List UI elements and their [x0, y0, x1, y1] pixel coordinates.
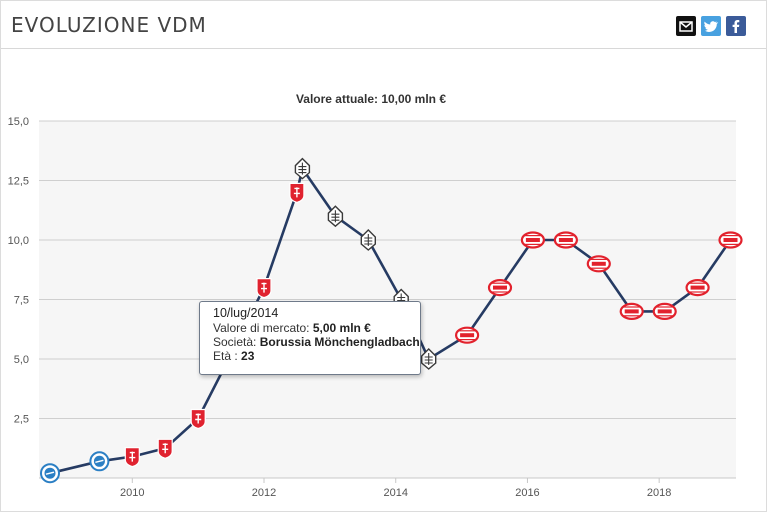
tooltip-club-label: Società: [213, 335, 260, 349]
data-point-marker[interactable] [256, 278, 272, 299]
y-axis-ticks: 15,0 12,5 10,0 7,5 5,0 2,5 [8, 116, 29, 426]
data-point-marker[interactable] [89, 451, 110, 472]
data-point-marker[interactable] [553, 231, 579, 249]
data-point-marker[interactable] [652, 302, 677, 320]
twitter-icon [704, 21, 719, 32]
y-tick-label: 15,0 [8, 116, 29, 128]
tooltip-age-row: Età : 23 [213, 349, 420, 363]
x-axis-ticks: 2010 2012 2014 2016 2018 [120, 478, 671, 499]
data-point-tooltip: 10/lug/2014 Valore di mercato: 5,00 mln … [199, 301, 421, 375]
x-tick-label: 2014 [383, 487, 407, 499]
tooltip-age-label: Età : [213, 349, 242, 363]
y-tick-label: 12,5 [8, 176, 29, 188]
email-icon [679, 21, 693, 32]
data-point-marker[interactable] [157, 438, 173, 459]
tooltip-age: 23 [241, 349, 255, 363]
data-point-marker[interactable] [190, 408, 206, 430]
data-point-marker[interactable] [294, 157, 311, 180]
value-series-line [49, 167, 732, 475]
twitter-share-button[interactable] [701, 16, 721, 36]
y-tick-label: 10,0 [8, 235, 29, 247]
data-point-marker[interactable] [421, 348, 437, 370]
tooltip-market-value-label: Valore di mercato: [213, 321, 313, 335]
y-tick-label: 2,5 [14, 414, 29, 426]
data-point-marker[interactable] [520, 231, 546, 249]
y-tick-label: 5,0 [14, 354, 29, 366]
data-point-marker[interactable] [718, 231, 743, 249]
x-tick-label: 2016 [515, 487, 539, 499]
market-value-chart: Valore attuale: 10,00 mln € 15,0 12,5 10,0… [8, 92, 743, 499]
tooltip-date: 10/lug/2014 [213, 306, 279, 320]
tooltip-market-value: 5,00 mln € [312, 321, 371, 335]
tooltip-club-row: Società: Borussia Mönchengladbach [213, 335, 420, 349]
data-point-marker[interactable] [124, 447, 140, 468]
data-point-marker[interactable] [619, 302, 644, 320]
chart-title: Valore attuale: 10,00 mln € [296, 92, 446, 106]
x-tick-label: 2012 [252, 487, 276, 499]
tooltip-club: Borussia Mönchengladbach [259, 335, 420, 349]
facebook-icon [732, 20, 740, 33]
tooltip-market-value-row: Valore di mercato: 5,00 mln € [213, 321, 420, 335]
data-point-marker[interactable] [586, 255, 611, 273]
widget-title: EVOLUZIONE VDM [11, 13, 207, 37]
data-point-marker[interactable] [327, 205, 344, 228]
email-share-button[interactable] [676, 16, 696, 36]
data-point-marker[interactable] [685, 279, 710, 297]
x-tick-label: 2018 [647, 487, 671, 499]
data-point-marker[interactable] [40, 463, 60, 484]
data-point-marker[interactable] [487, 279, 513, 297]
data-point-marker[interactable] [360, 229, 376, 251]
widget-header: EVOLUZIONE VDM [1, 1, 766, 49]
y-tick-label: 7,5 [14, 295, 29, 307]
data-point-marker[interactable] [289, 182, 305, 204]
data-point-marker[interactable] [455, 326, 480, 344]
x-tick-label: 2010 [120, 487, 144, 499]
facebook-share-button[interactable] [726, 16, 746, 36]
